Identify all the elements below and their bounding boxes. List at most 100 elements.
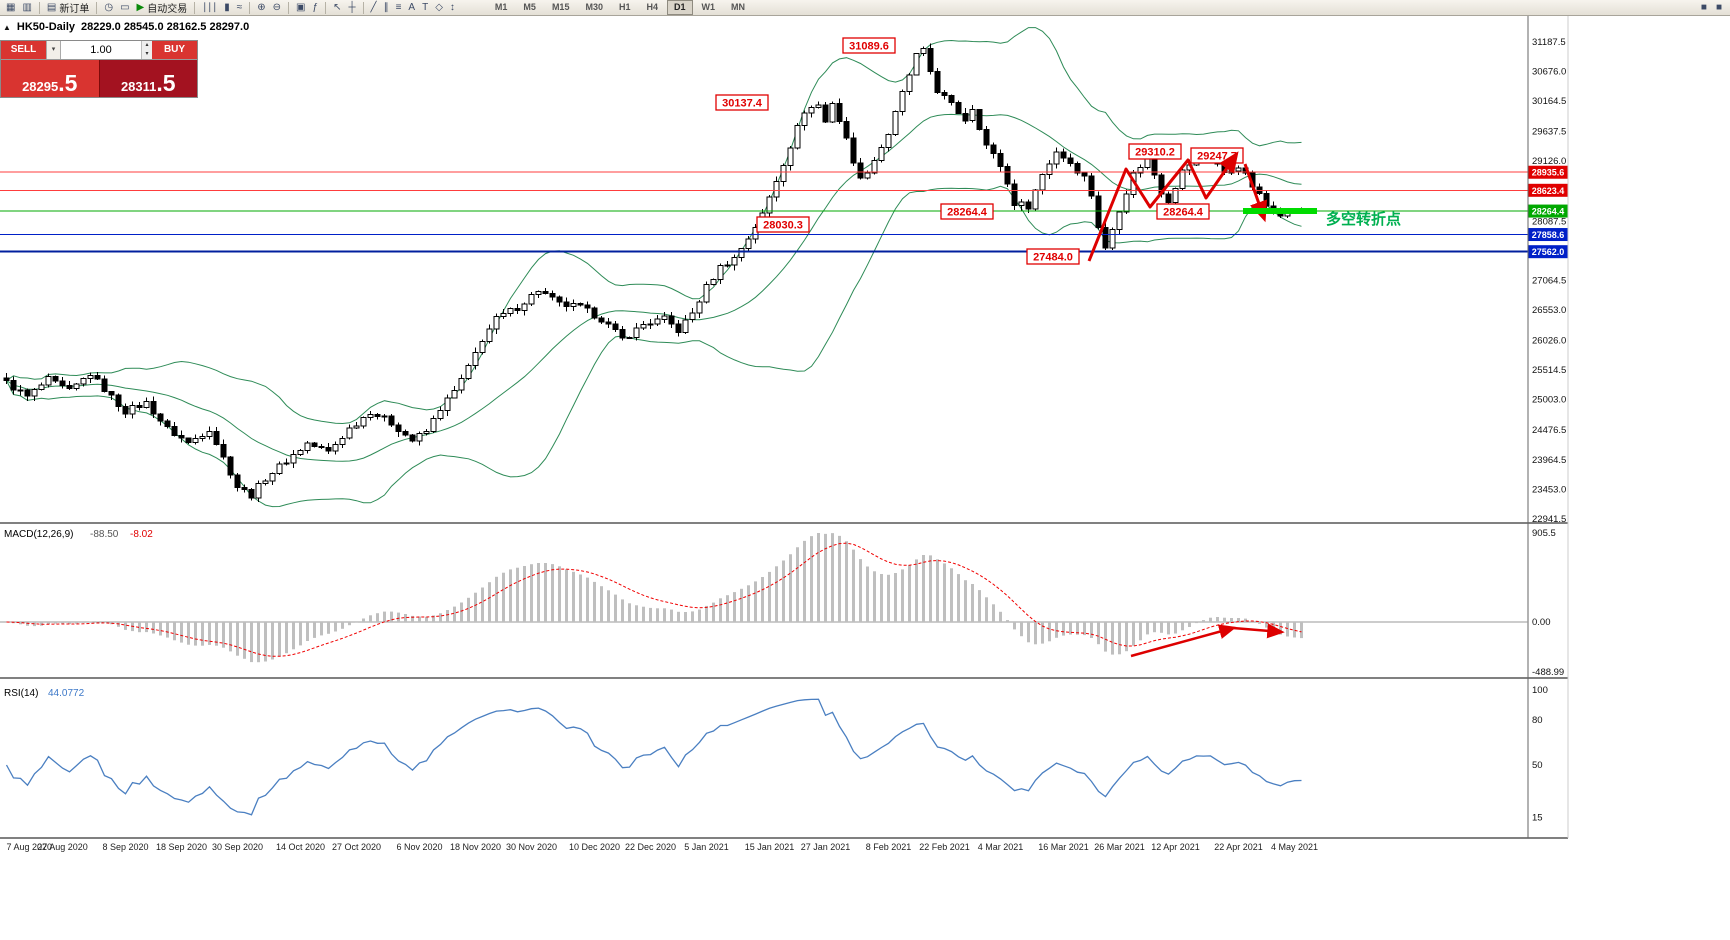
timeframe-button-h1[interactable]: H1	[618, 2, 631, 12]
sell-price-frac: .5	[58, 70, 78, 97]
svg-text:31187.5: 31187.5	[1532, 37, 1566, 48]
cursor-tool-button[interactable]: ↖	[330, 1, 344, 15]
text-tool-icon: A	[408, 1, 416, 13]
date-label: 22 Feb 2021	[919, 842, 970, 852]
date-label: 18 Nov 2020	[450, 842, 501, 852]
date-label: 6 Nov 2020	[396, 842, 442, 852]
label-tool-icon: T	[422, 1, 429, 13]
market-watch-button[interactable]: ▭	[117, 1, 132, 15]
alerts-icon: ◷	[104, 1, 114, 13]
tile-windows-icon: ▣	[296, 1, 306, 13]
buy-price-display[interactable]: 28311.5	[99, 60, 197, 97]
cursor-icon: ↖	[333, 1, 342, 13]
toolbar-separator	[194, 1, 196, 14]
order-type-dropdown[interactable]: ▾	[46, 41, 61, 59]
macd-trend-arrow	[1232, 623, 1285, 639]
timeframe-button-m1[interactable]: M1	[494, 2, 508, 12]
new-chart-icon: ▦	[6, 1, 16, 13]
indicators-button[interactable]: ƒ	[310, 1, 322, 15]
new-order-button[interactable]: ▤ 新订单	[44, 1, 92, 15]
lot-spinner[interactable]: ▴ ▾	[141, 41, 152, 59]
sell-price-display[interactable]: 28295.5	[1, 60, 100, 97]
macd-histogram	[12, 533, 1303, 663]
buy-button[interactable]: BUY	[152, 41, 197, 59]
zoom-in-icon: ⊕	[257, 1, 266, 13]
window-button-2[interactable]: ■	[1713, 1, 1725, 15]
date-label: 27 Oct 2020	[332, 842, 381, 852]
sell-button[interactable]: SELL	[1, 41, 46, 59]
price-tag	[1528, 183, 1568, 197]
bar-chart-button[interactable]: ∣∣∣	[199, 1, 220, 15]
date-label: 27 Jan 2021	[801, 842, 851, 852]
svg-text:29126.0: 29126.0	[1532, 156, 1566, 167]
zoom-in-button[interactable]: ⊕	[254, 1, 268, 15]
price-tag	[1528, 228, 1568, 242]
timeframe-button-m15[interactable]: M15	[551, 2, 570, 12]
profiles-button[interactable]: ▥	[19, 1, 34, 15]
macd-title: MACD(12,26,9)	[4, 529, 73, 540]
svg-text:30676.0: 30676.0	[1532, 67, 1566, 78]
price-annotation-box	[940, 203, 994, 220]
date-label: 12 Apr 2021	[1151, 842, 1200, 852]
date-label: 22 Apr 2021	[1214, 842, 1263, 852]
indicators-icon: ƒ	[312, 1, 319, 13]
channel-tool-button[interactable]: ∥	[381, 1, 392, 15]
toolbar: ▦ ▥ ▤ 新订单 ◷ ▭ ▶ 自动交易 ∣∣∣ ▮ ≈ ⊕ ⊖ ▣ ƒ ↖ ┼ ╱…	[0, 0, 1730, 16]
arrows-tool-button[interactable]: ↕	[447, 1, 458, 15]
chart-title: ▲ HK50-Daily 28229.0 28545.0 28162.5 282…	[3, 21, 249, 33]
svg-text:25514.5: 25514.5	[1532, 365, 1566, 376]
window-button-1[interactable]: ■	[1698, 1, 1710, 15]
line-chart-icon: ≈	[236, 1, 243, 13]
shapes-icon: ◇	[435, 1, 443, 13]
candles	[3, 43, 1305, 503]
sell-price-main: 28295	[22, 78, 59, 94]
line-chart-button[interactable]: ≈	[234, 1, 246, 15]
zoom-out-button[interactable]: ⊖	[270, 1, 284, 15]
autotrade-button[interactable]: ▶ 自动交易	[134, 1, 191, 15]
spin-up-icon[interactable]: ▴	[142, 41, 152, 50]
timeframe-button-h4[interactable]: H4	[646, 2, 658, 12]
svg-text:23964.5: 23964.5	[1532, 455, 1566, 466]
timeframe-button-m30[interactable]: M30	[585, 2, 603, 12]
alerts-button[interactable]: ◷	[101, 1, 116, 15]
one-click-toggle[interactable]: ▲	[3, 22, 11, 32]
svg-text:-488.99: -488.99	[1532, 667, 1564, 678]
svg-text:44.0772: 44.0772	[48, 688, 85, 699]
new-chart-button[interactable]: ▦	[3, 1, 18, 15]
ohlc-values: 28229.0 28545.0 28162.5 28297.0	[81, 21, 250, 33]
zoom-out-icon: ⊖	[272, 1, 282, 13]
price-tag	[1528, 204, 1568, 218]
label-tool-button[interactable]: T	[419, 1, 431, 15]
price-annotation-box	[715, 94, 769, 111]
toolbar-separator	[96, 1, 98, 14]
price-chart[interactable]: 28935.6 28623.4 28264.4 27858.6 27562.0 31187…	[0, 16, 1730, 940]
lot-size-input[interactable]	[61, 41, 141, 59]
timeframe-button-mn[interactable]: MN	[731, 2, 746, 12]
text-tool-button[interactable]: A	[405, 1, 418, 15]
shapes-tool-button[interactable]: ◇	[432, 1, 446, 15]
svg-text:50: 50	[1532, 760, 1543, 771]
date-label: 27 Aug 2020	[37, 842, 88, 852]
trendline-tool-button[interactable]: ╱	[368, 1, 380, 15]
timeframe-button-d1[interactable]: D1	[667, 0, 693, 15]
crosshair-tool-button[interactable]: ┼	[345, 1, 358, 15]
spin-down-icon[interactable]: ▾	[142, 50, 152, 59]
svg-text:100: 100	[1532, 685, 1548, 696]
candle-chart-button[interactable]: ▮	[221, 1, 233, 15]
tile-windows-button[interactable]: ▣	[293, 1, 308, 15]
price-annotation-box	[1026, 248, 1080, 265]
price-tag	[1528, 165, 1568, 179]
date-label: 4 May 2021	[1271, 842, 1318, 852]
timeframe-button-m5[interactable]: M5	[523, 2, 536, 12]
fibonacci-tool-button[interactable]: ≡	[393, 1, 405, 15]
date-label: 10 Dec 2020	[569, 842, 620, 852]
svg-text:0.00: 0.00	[1532, 617, 1551, 628]
toolbar-separator	[362, 1, 364, 14]
svg-text:30164.5: 30164.5	[1532, 96, 1566, 107]
svg-text:26553.0: 26553.0	[1532, 305, 1566, 316]
date-label: 16 Mar 2021	[1038, 842, 1089, 852]
svg-text:28087.5: 28087.5	[1532, 216, 1566, 227]
profiles-icon: ▥	[22, 1, 32, 13]
timeframe-button-w1[interactable]: W1	[701, 2, 716, 12]
autotrade-play-icon: ▶	[136, 1, 145, 13]
